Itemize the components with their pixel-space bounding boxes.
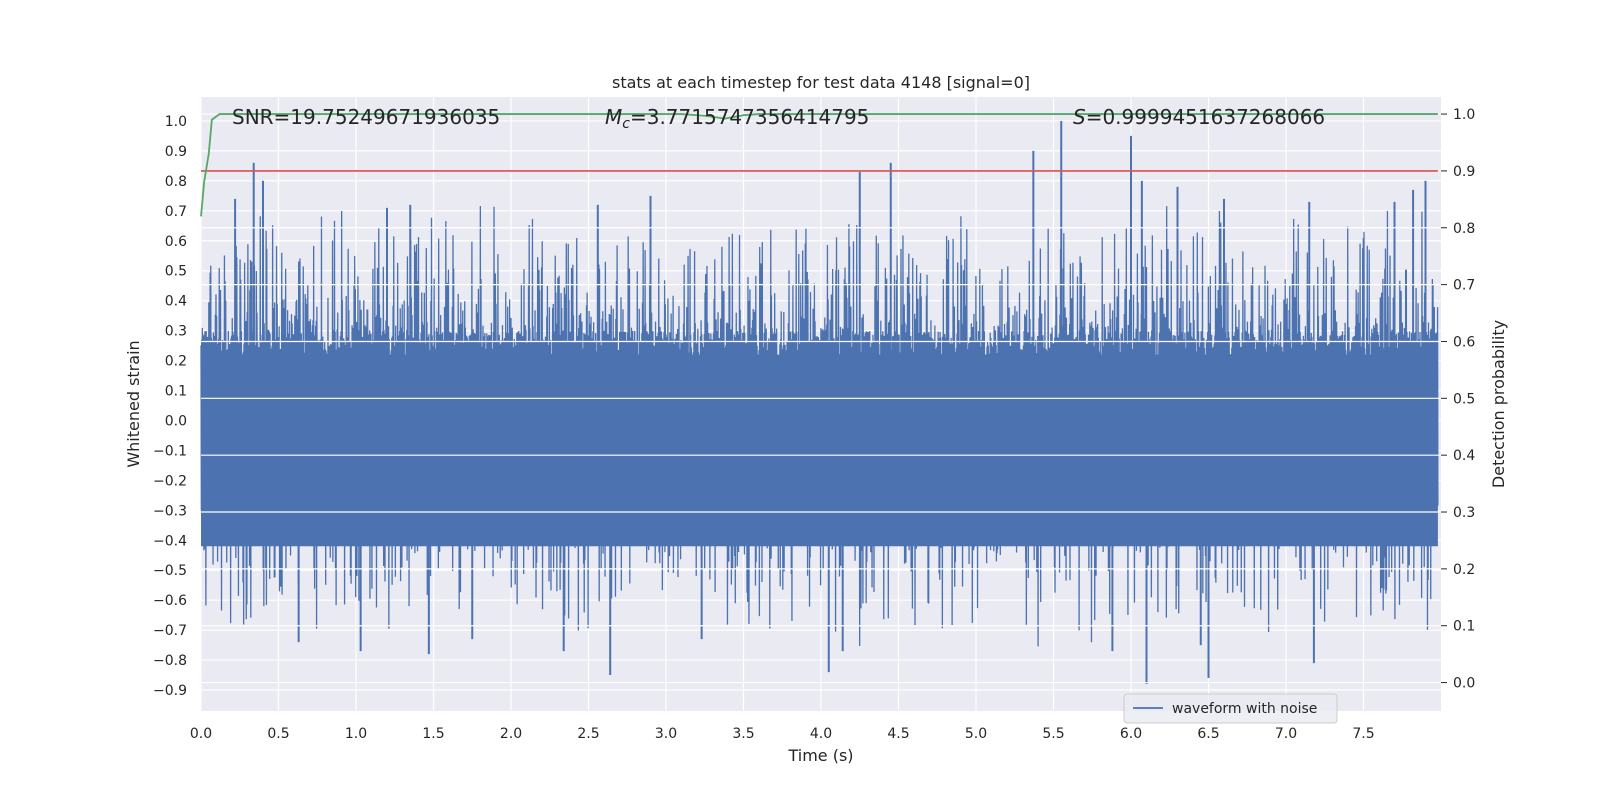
- right-y-tick-label: 0.4: [1453, 448, 1475, 464]
- right-y-axis-label: Detection probability: [1489, 320, 1508, 488]
- y-tick-label: 0.3: [165, 324, 187, 340]
- detection-probability-line: [200, 113, 1438, 217]
- legend-label-waveform: waveform with noise: [1172, 701, 1317, 717]
- chirp-mass-annotation: Mc=3.7715747356414795: [605, 105, 869, 132]
- right-y-tick-label: 0.5: [1453, 391, 1475, 407]
- x-tick-label: 4.0: [810, 726, 832, 742]
- right-y-tick-label: 0.1: [1453, 619, 1475, 635]
- right-y-tick-label: 1.0: [1453, 107, 1475, 123]
- x-tick-label: 5.0: [965, 726, 987, 742]
- y-tick-label: −0.4: [153, 533, 187, 549]
- y-tick-label: −0.1: [153, 443, 187, 459]
- y-tick-label: 0.6: [165, 234, 187, 250]
- x-axis-label: Time (s): [787, 746, 853, 765]
- right-y-tick-label: 0.2: [1453, 562, 1475, 578]
- y-tick-label: 0.5: [165, 264, 187, 280]
- x-tick-label: 7.0: [1275, 726, 1297, 742]
- x-tick-label: 2.5: [577, 726, 599, 742]
- y-tick-label: −0.9: [153, 683, 187, 699]
- score-annotation: S=0.9999451637268066: [1073, 105, 1325, 129]
- right-y-tick-label: 0.8: [1453, 221, 1475, 237]
- y-tick-label: 1.0: [165, 114, 187, 130]
- y-tick-label: −0.3: [153, 503, 187, 519]
- chirp-mass-value: =3.7715747356414795: [630, 105, 869, 129]
- chirp-mass-symbol: M: [605, 105, 622, 129]
- x-tick-label: 1.0: [345, 726, 367, 742]
- chart-title: stats at each timestep for test data 414…: [612, 73, 1030, 92]
- y-tick-label: 0.8: [165, 174, 187, 190]
- x-tick-label: 2.0: [500, 726, 522, 742]
- x-tick-labels: 0.0 0.5 1.0 1.5 2.0 2.5 3.0 3.5 4.0 4.5 5.0 5.5 6.0 6…: [190, 726, 1375, 742]
- y-tick-label: 0.0: [165, 413, 187, 429]
- x-tick-label: 6.0: [1120, 726, 1142, 742]
- y-tick-label: 0.1: [165, 384, 187, 400]
- right-y-tick-label: 0.3: [1453, 505, 1475, 521]
- legend: waveform with noise: [1123, 693, 1338, 724]
- x-tick-label: 4.5: [887, 726, 909, 742]
- y-tick-label: 0.9: [165, 144, 187, 160]
- x-tick-label: 6.5: [1197, 726, 1219, 742]
- y-tick-label: −0.7: [153, 623, 187, 639]
- chirp-mass-subscript: c: [622, 116, 630, 132]
- score-value: =0.9999451637268066: [1086, 105, 1325, 129]
- x-tick-label: 1.5: [422, 726, 444, 742]
- y-tick-label: 0.7: [165, 204, 187, 220]
- x-tick-label: 3.5: [732, 726, 754, 742]
- y-tick-labels: 1.0 0.9 0.8 0.7 0.6 0.5 0.4 0.3 0.2 0.1 0.0 −0.1 −0.…: [153, 114, 187, 699]
- y-tick-label: 0.4: [165, 294, 187, 310]
- y-tick-label: −0.5: [153, 563, 187, 579]
- y-tick-label: −0.6: [153, 593, 187, 609]
- x-tick-label: 7.5: [1352, 726, 1374, 742]
- score-symbol: S: [1073, 105, 1086, 129]
- series-waveform-with-noise: [200, 113, 1441, 685]
- right-y-tick-label: 0.0: [1453, 676, 1475, 692]
- right-y-tick-label: 0.9: [1453, 164, 1475, 180]
- right-y-tick-labels: 1.0 0.9 0.8 0.7 0.6 0.5 0.4 0.3 0.2 0.1 0.0: [1441, 107, 1475, 692]
- x-tick-label: 3.0: [655, 726, 677, 742]
- x-tick-label: 5.5: [1042, 726, 1064, 742]
- waveform-core: [201, 354, 1438, 547]
- y-axis-label: Whitened strain: [124, 340, 143, 467]
- y-tick-label: −0.2: [153, 473, 187, 489]
- snr-annotation: SNR=19.75249671936035: [232, 105, 500, 129]
- legend-box: [1123, 693, 1338, 724]
- y-tick-label: 0.2: [165, 354, 187, 370]
- x-tick-label: 0.5: [267, 726, 289, 742]
- right-y-tick-label: 0.7: [1453, 278, 1475, 294]
- right-y-tick-label: 0.6: [1453, 334, 1475, 350]
- y-tick-label: −0.8: [153, 653, 187, 669]
- x-tick-label: 0.0: [190, 726, 212, 742]
